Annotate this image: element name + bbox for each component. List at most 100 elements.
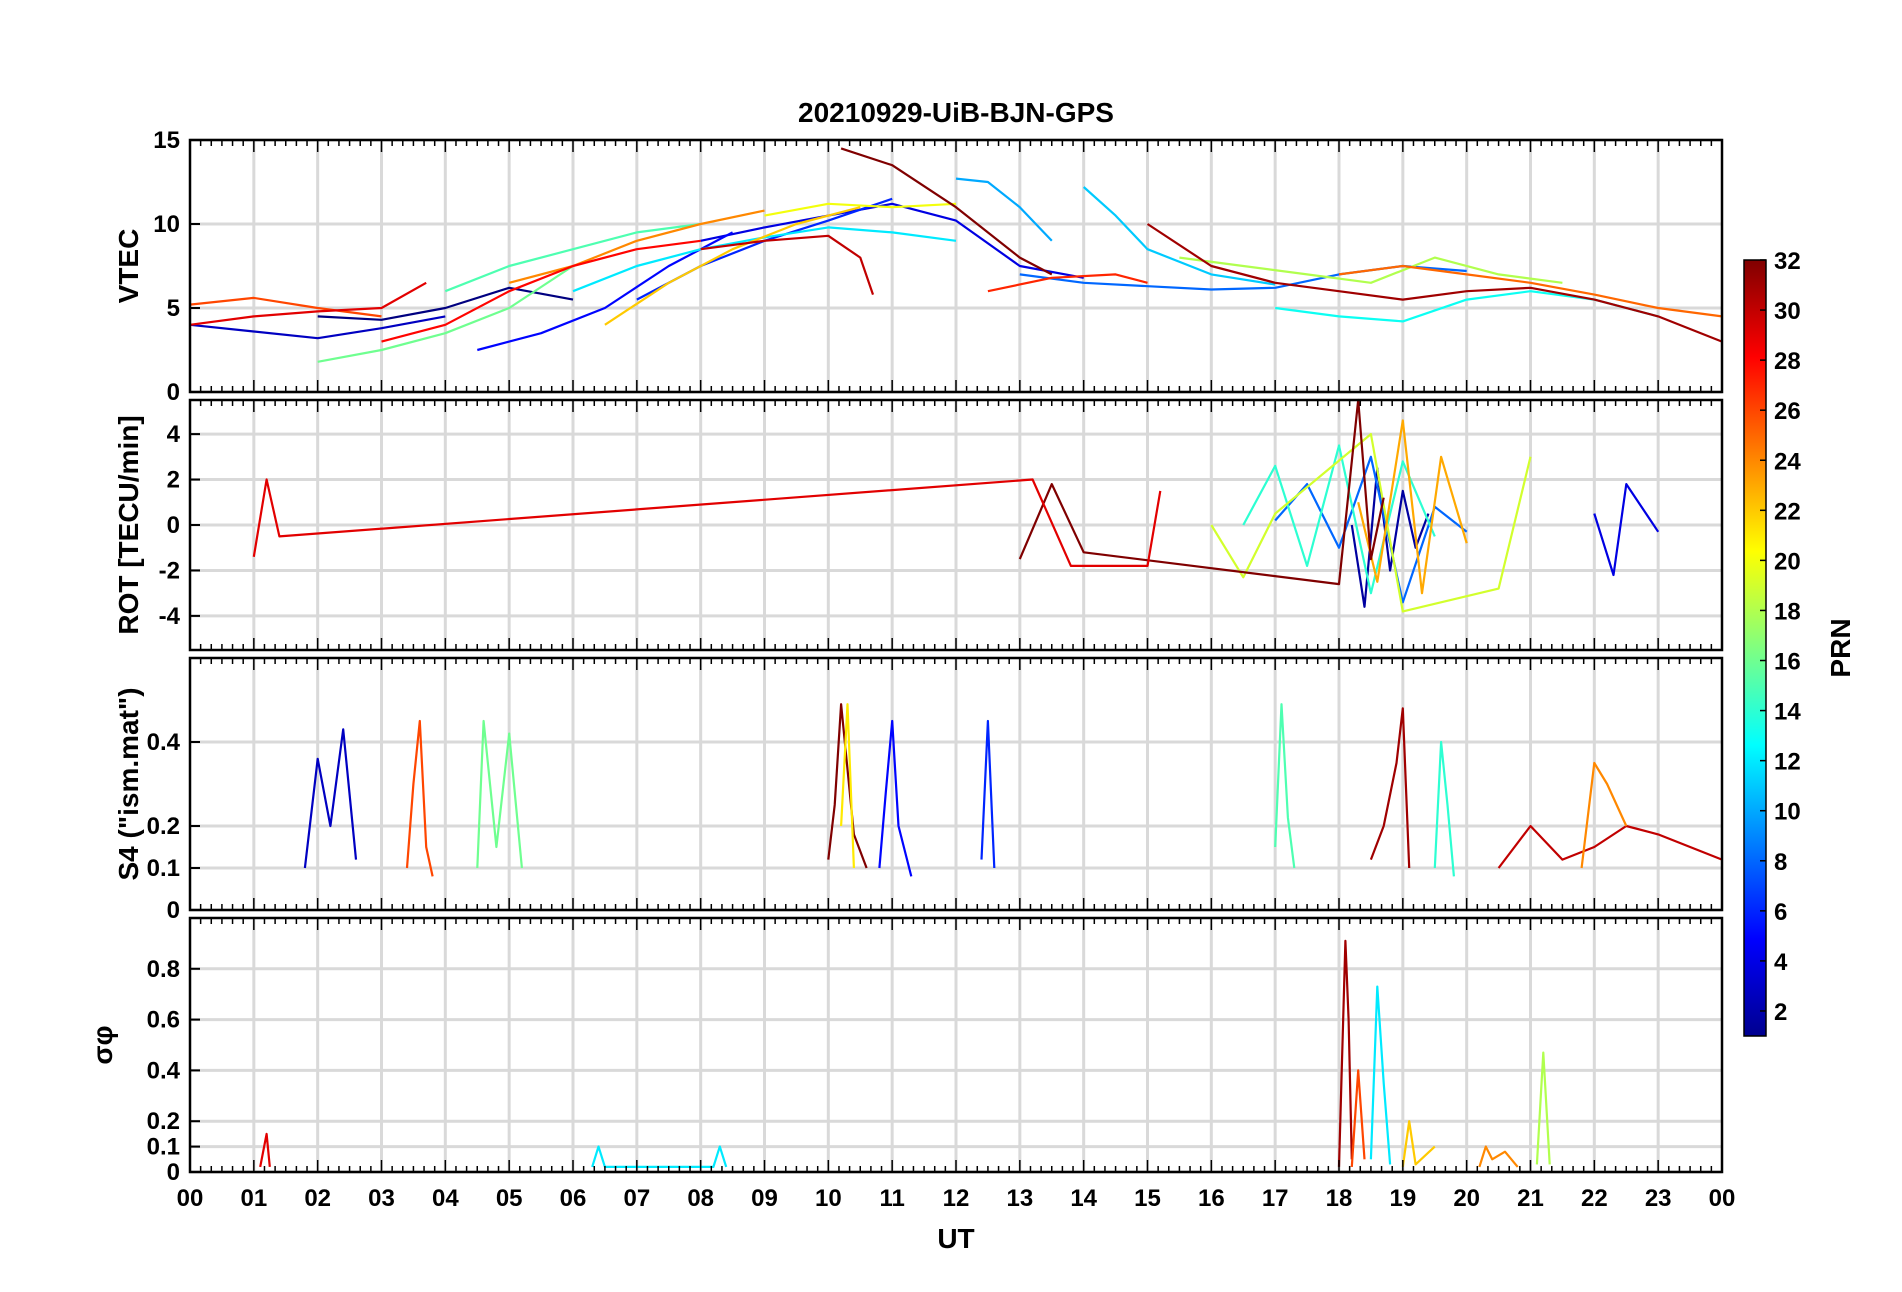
- y-tick-label: -4: [159, 603, 181, 630]
- panel-sigma_phi: 00.10.2 0.4 0.6 0.8 σφ: [87, 916, 1724, 1186]
- x-tick-label: 23: [1645, 1185, 1672, 1212]
- x-tick-label: 00: [177, 1185, 204, 1212]
- y-tick-label: 0: [167, 897, 180, 924]
- series-prn-6: [980, 719, 996, 869]
- y-axis-label: σφ: [87, 1025, 118, 1064]
- series-prn-28: [381, 239, 701, 343]
- x-tick-label: 02: [304, 1185, 331, 1212]
- x-tick-label: 17: [1262, 1185, 1289, 1212]
- series-prn-29: [189, 281, 427, 326]
- y-tick-label: 0: [167, 512, 180, 539]
- x-tick-label: 10: [815, 1185, 842, 1212]
- axes-frame: [188, 398, 1724, 652]
- x-tick-label: 08: [687, 1185, 714, 1212]
- colorbar-tick-label: 30: [1774, 298, 1801, 325]
- series-prn-1: [317, 286, 574, 321]
- axes-frame: [188, 916, 1724, 1174]
- y-tick-label: 0.1: [147, 855, 180, 882]
- y-tick-label: 10: [153, 211, 180, 238]
- x-tick-label: 11: [879, 1185, 904, 1212]
- y-tick-label: 0: [167, 379, 180, 406]
- series-prn-15: [444, 222, 701, 293]
- colorbar-tick-label: 2: [1774, 999, 1787, 1026]
- x-tick-label: 03: [368, 1185, 395, 1212]
- y-tick-label: 0.1: [147, 1134, 180, 1161]
- colorbar-tick-label: 24: [1774, 448, 1801, 475]
- series-prn-22: [604, 206, 861, 326]
- y-axis-label: ROT [TECU/min]: [113, 415, 144, 634]
- series-prn-21: [840, 703, 855, 869]
- colorbar-tick-label: 32: [1774, 248, 1801, 275]
- series-prn-32: [1018, 398, 1385, 586]
- series-prn-23: [1357, 419, 1468, 595]
- series-prn-8: [1019, 264, 1467, 291]
- colorbar-tick-label: 16: [1774, 649, 1801, 676]
- y-tick-label: 15: [153, 127, 180, 154]
- y-tick-label: 2: [167, 467, 180, 494]
- series-prn-16: [317, 265, 574, 363]
- series-prn-24: [1478, 1145, 1519, 1168]
- y-tick-label: -2: [159, 557, 180, 584]
- series-prn-26: [189, 296, 382, 318]
- x-tick-label: 22: [1581, 1185, 1608, 1212]
- series-prn-31: [1337, 939, 1353, 1167]
- colorbar-tick-label: 14: [1774, 699, 1801, 726]
- x-tick-label: 06: [560, 1185, 587, 1212]
- series-prn-12: [1369, 985, 1392, 1165]
- series-prn-5: [878, 719, 913, 877]
- colorbar-tick-label: 8: [1774, 849, 1787, 876]
- y-tick-label: 0.4: [147, 1057, 181, 1084]
- panel-rot: -4 -2 0 2 4 ROT [TECU/min]: [113, 398, 1724, 652]
- series-prn-31: [1369, 707, 1411, 869]
- chart-title: 20210929-UiB-BJN-GPS: [798, 97, 1114, 128]
- y-axis-label: VTEC: [113, 229, 144, 304]
- x-tick-label: 07: [623, 1185, 650, 1212]
- panel-vtec: 0 5 10 15 VTEC: [113, 127, 1724, 406]
- y-tick-label: 0.4: [147, 729, 181, 756]
- series-prn-24: [1580, 761, 1628, 869]
- x-tick-label: 21: [1517, 1185, 1544, 1212]
- series-prn-32: [827, 703, 868, 869]
- y-tick-label: 0.2: [147, 813, 180, 840]
- series-prn-15: [1274, 703, 1296, 869]
- y-tick-label: 0.8: [147, 956, 180, 983]
- x-tick-label: 18: [1326, 1185, 1353, 1212]
- series-prn-26: [1350, 1069, 1366, 1167]
- series-prn-32: [840, 147, 1053, 276]
- series-prn-19: [1210, 433, 1532, 613]
- colorbar-tick-label: 28: [1774, 348, 1801, 375]
- x-tick-label: 16: [1198, 1185, 1225, 1212]
- colorbar-tick-label: 4: [1774, 949, 1788, 976]
- series-prn-26: [405, 719, 434, 877]
- series-prn-31: [1146, 223, 1723, 343]
- series-prn-22: [1401, 1120, 1436, 1168]
- x-tick-label: 13: [1006, 1185, 1033, 1212]
- series-prn-3: [189, 315, 446, 340]
- x-tick-label: 12: [943, 1185, 970, 1212]
- series-prn-14: [1433, 740, 1455, 877]
- colorbar-tick-label: 20: [1774, 548, 1801, 575]
- series-prn-25: [1338, 264, 1723, 318]
- series-prn-4: [700, 202, 1084, 279]
- axes-frame: [188, 656, 1724, 912]
- x-tick-label: 00: [1709, 1185, 1736, 1212]
- series-prn-16: [476, 719, 523, 869]
- y-tick-label: 5: [167, 295, 180, 322]
- series-prn-3: [303, 728, 358, 869]
- series-prn-30: [1497, 824, 1723, 869]
- x-tick-label: 04: [432, 1185, 459, 1212]
- x-tick-label: 01: [240, 1185, 267, 1212]
- series-prn-24: [508, 209, 765, 284]
- colorbar-tick-label: 12: [1774, 749, 1801, 776]
- colorbar-tick-label: 26: [1774, 398, 1801, 425]
- series-prn-5: [477, 231, 734, 352]
- series-prn-18: [1535, 1051, 1551, 1165]
- panel-s4: 0 0.1 0.2 0.4S4 ("ism.mat"): [113, 656, 1724, 924]
- series-prn-10: [955, 177, 1053, 242]
- series-prn-20: [764, 202, 957, 217]
- colorbar-gradient: [1743, 259, 1767, 1037]
